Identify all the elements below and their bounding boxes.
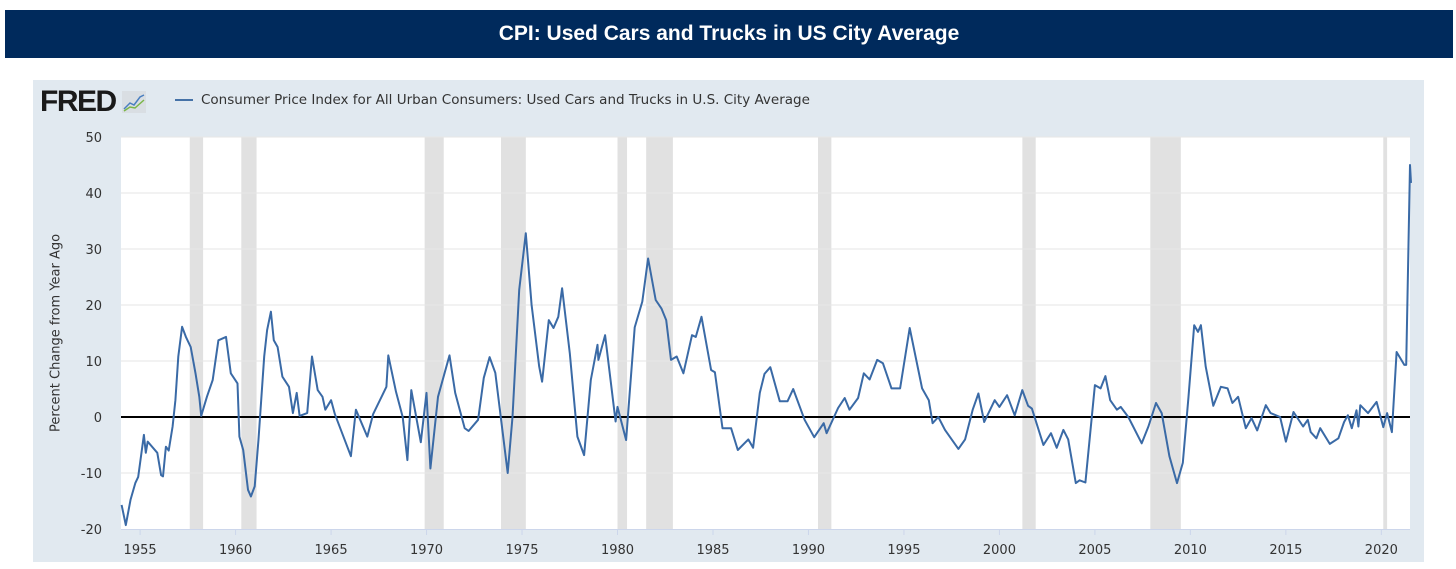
y-tick-label: 40 (85, 187, 102, 202)
y-tick-label: 0 (94, 411, 102, 426)
recession-band (818, 137, 832, 529)
x-tick-label: 1955 (124, 543, 157, 558)
x-tick-label: 2010 (1174, 543, 1207, 558)
chart-title-bar: CPI: Used Cars and Trucks in US City Ave… (5, 10, 1453, 58)
x-tick-label: 1990 (792, 543, 825, 558)
x-tick-label: 2015 (1269, 543, 1302, 558)
x-tick-label: 1975 (505, 543, 538, 558)
x-tick-label: 2005 (1078, 543, 1111, 558)
chart-legend[interactable]: Consumer Price Index for All Urban Consu… (175, 92, 810, 108)
y-tick-label: 10 (85, 355, 102, 370)
recession-band (189, 137, 204, 529)
recession-band (646, 137, 673, 529)
x-tick-label: 2000 (983, 543, 1016, 558)
legend-swatch (175, 99, 193, 101)
x-tick-label: 1985 (696, 543, 729, 558)
fred-logo-text: FRED (40, 85, 117, 118)
recession-band (1022, 137, 1036, 529)
recession-band (1383, 137, 1388, 529)
series-line-used-cars-cpi (120, 164, 1412, 527)
x-tick-label: 1960 (219, 543, 252, 558)
y-tick-label: -10 (81, 467, 102, 482)
y-tick-label: 20 (85, 299, 102, 314)
x-tick-label: 2020 (1365, 543, 1398, 558)
x-tick-label: 1980 (601, 543, 634, 558)
chart-title: CPI: Used Cars and Trucks in US City Ave… (498, 22, 960, 45)
legend-label: Consumer Price Index for All Urban Consu… (201, 92, 810, 108)
fred-graph-icon (121, 91, 146, 113)
x-tick-label: 1970 (410, 543, 443, 558)
x-tick-label: 1995 (887, 543, 920, 558)
recession-band (241, 137, 257, 529)
fred-logo[interactable]: FRED (40, 85, 146, 118)
recession-band (501, 137, 526, 529)
recession-band (1150, 137, 1181, 529)
recession-band (424, 137, 444, 529)
y-tick-label: 30 (85, 243, 102, 258)
y-tick-label: 50 (85, 131, 102, 146)
plot-area (121, 137, 1410, 529)
y-tick-label: -20 (81, 523, 102, 538)
x-tick-label: 1965 (315, 543, 348, 558)
recession-band (617, 137, 628, 529)
